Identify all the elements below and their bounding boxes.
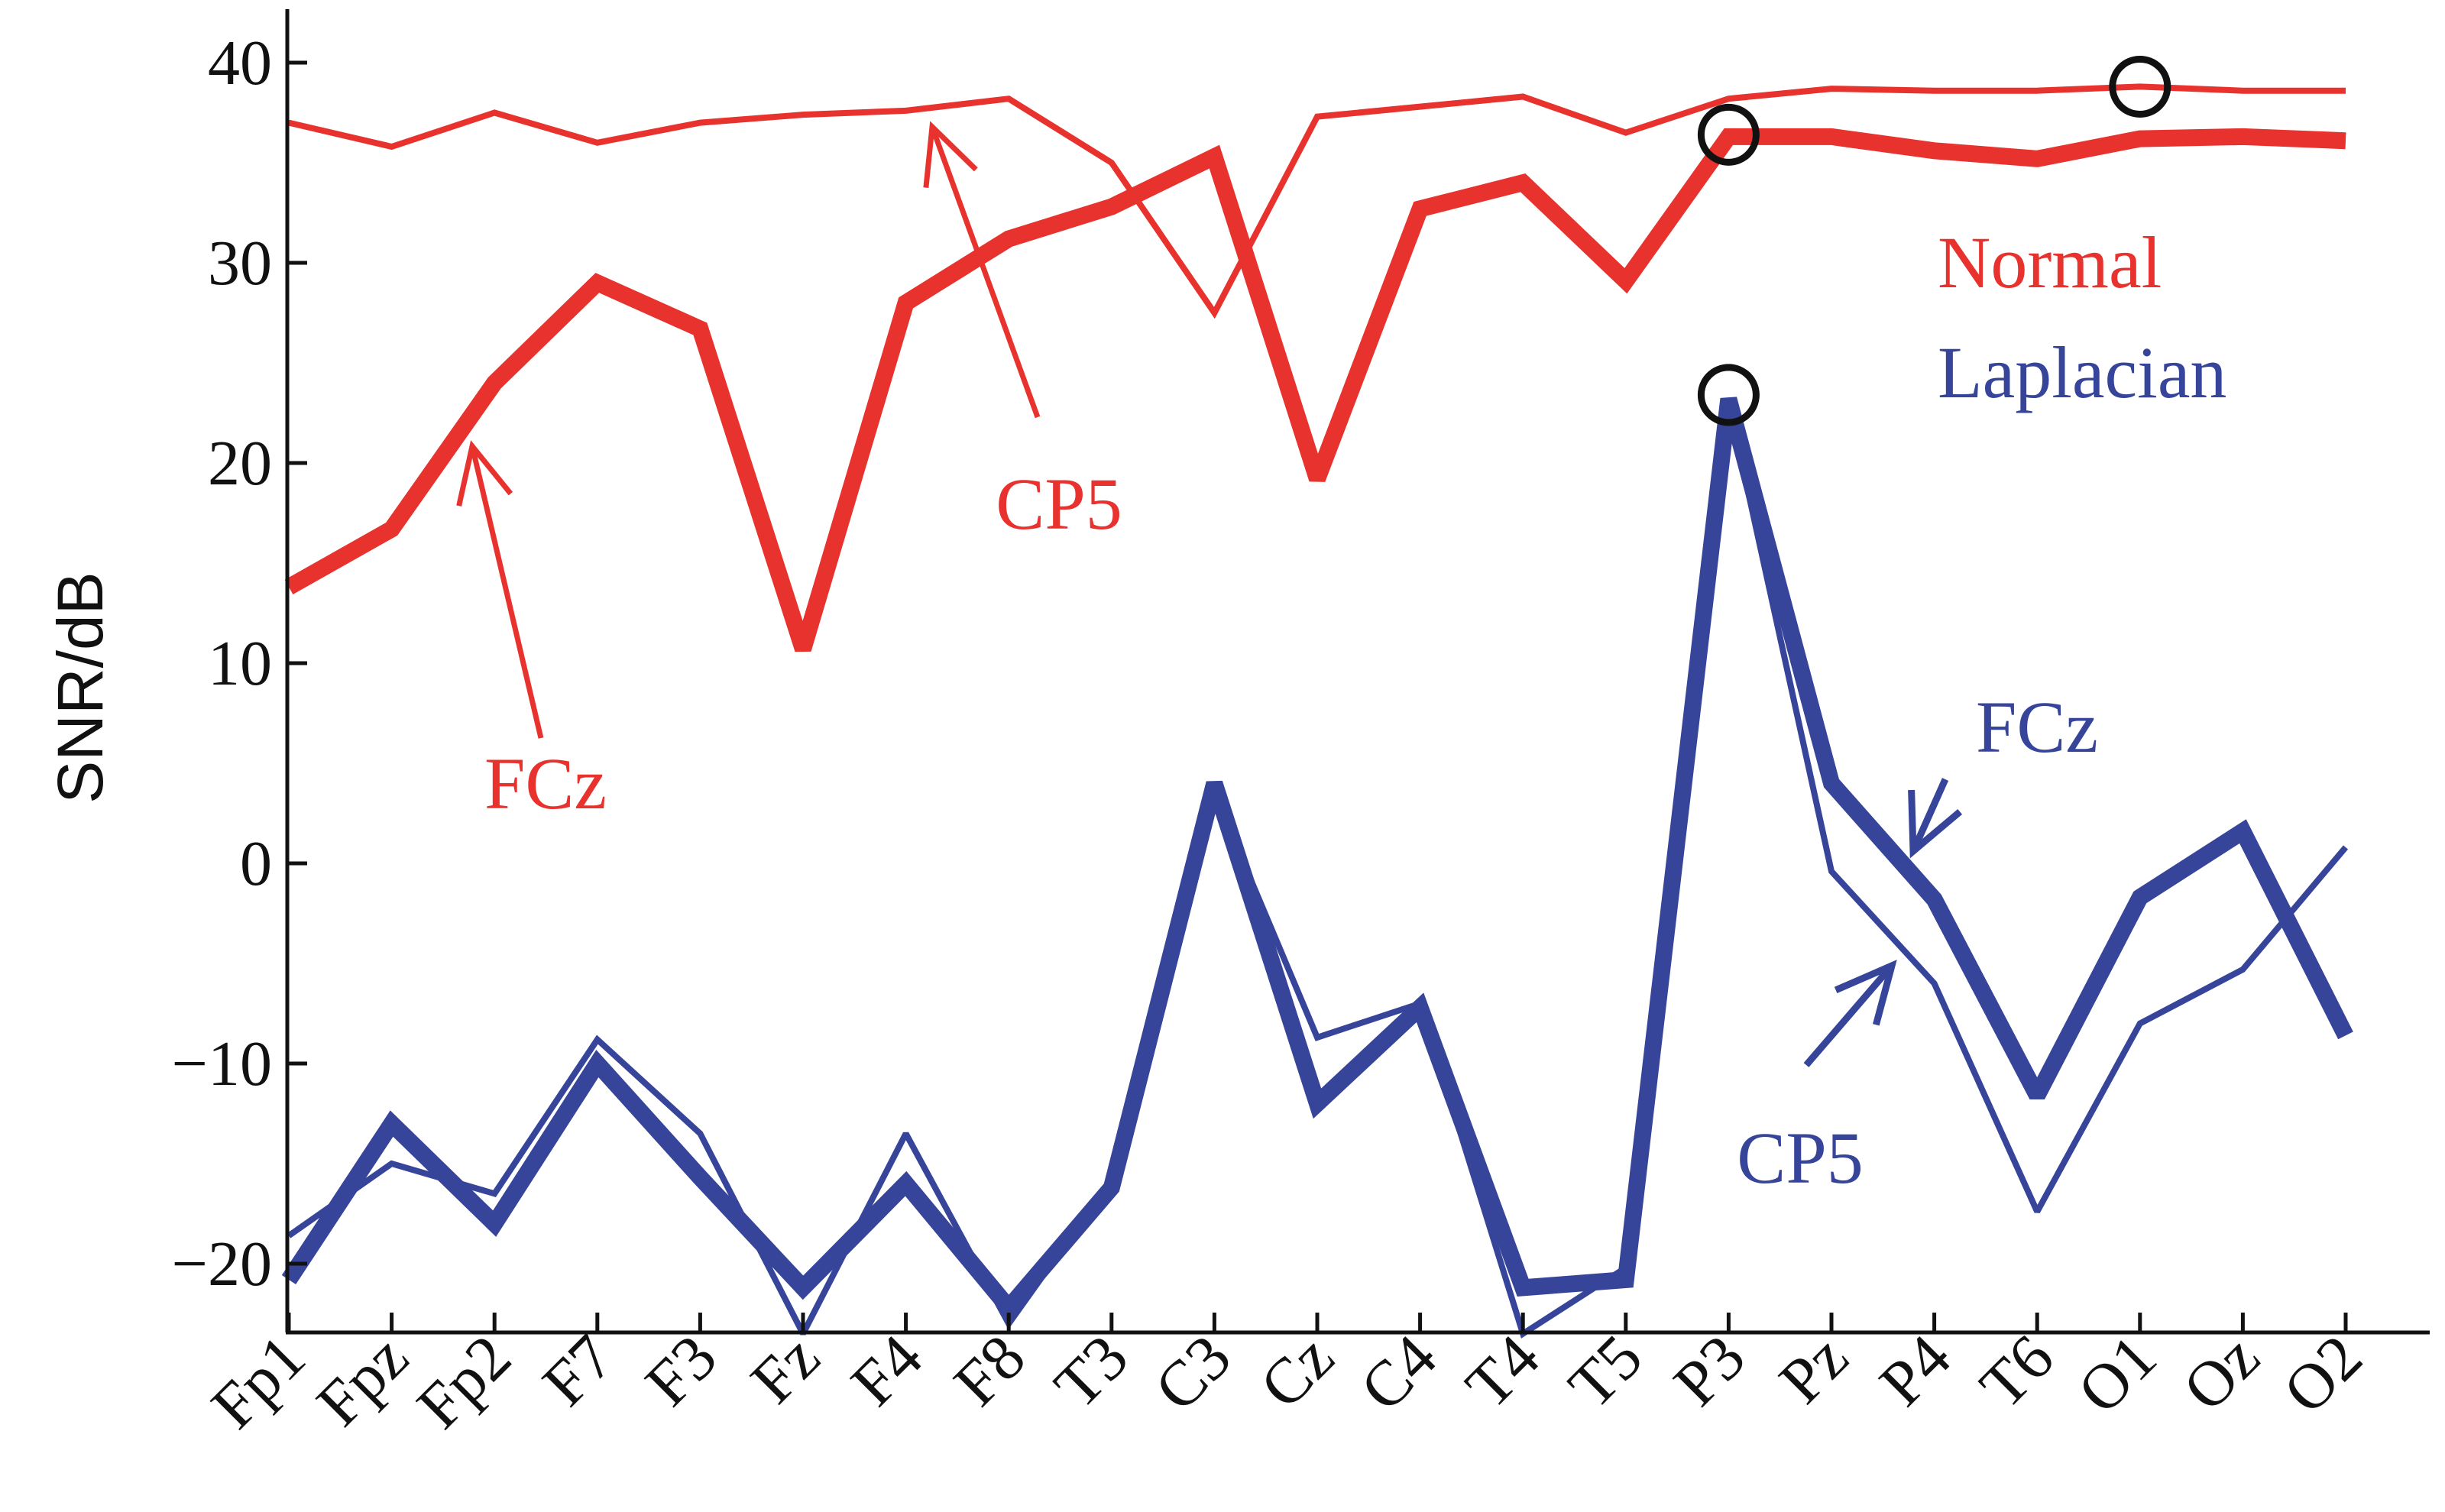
y-axis-title: SNR/dB (44, 571, 116, 803)
annotation-arrow-head (1908, 789, 1963, 859)
x-tick-label: F8 (941, 1322, 1038, 1420)
normal-cp5-series-line (288, 83, 2346, 319)
annotation-arrow-line (929, 125, 1041, 419)
x-tick-label: C3 (1142, 1322, 1245, 1425)
annotation-label: CP5 (996, 463, 1122, 545)
x-tick-label: T3 (1041, 1322, 1142, 1423)
x-tick-label: F3 (632, 1322, 730, 1420)
legend-entry-laplacian: Laplacian (1938, 332, 2226, 413)
x-tick-label: Pz (1766, 1322, 1861, 1417)
x-tick-label: P4 (1867, 1322, 1964, 1420)
marker-layer (1697, 55, 2171, 426)
annotation-layer: CP5 FCz FCz CP5 (456, 121, 2098, 1199)
peak-marker-circle (1697, 103, 1760, 166)
annotation-label: FCz (484, 743, 607, 824)
peak-marker-circle (2109, 55, 2171, 118)
annotation-arrow-head (456, 440, 513, 507)
y-tick-label: 20 (208, 428, 272, 499)
x-tick-label: Fz (737, 1322, 833, 1417)
y-tick-label: −20 (172, 1229, 272, 1300)
x-tick-label: Oz (2170, 1322, 2273, 1425)
x-tick-label: F4 (838, 1322, 936, 1420)
x-tick-label: F7 (529, 1322, 627, 1420)
annotation-arrow-line (1803, 963, 1895, 1067)
annotation-arrow-line (469, 445, 544, 739)
x-tick-label: Fp2 (403, 1322, 524, 1442)
x-tick-label: Cz (1247, 1322, 1348, 1423)
y-tick-label: −10 (172, 1028, 272, 1099)
x-tick-label: T6 (1967, 1322, 2068, 1423)
peak-marker-circle (1697, 364, 1760, 426)
laplacian-fcz-series-line (281, 397, 2353, 1321)
y-tick-label: 40 (208, 28, 272, 99)
y-ticks: −20 −10 0 10 20 30 40 (172, 28, 307, 1300)
annotation-arrow-head (923, 121, 978, 188)
x-tick-label: C4 (1347, 1322, 1450, 1425)
annotation-arrow-line (1909, 778, 1949, 853)
annotation-label: FCz (1976, 686, 2098, 768)
y-tick-label: 0 (240, 828, 272, 899)
x-tick-label: P3 (1660, 1322, 1758, 1420)
x-tick-label: O1 (2064, 1322, 2170, 1427)
x-tick-label: T5 (1555, 1322, 1656, 1423)
y-tick-label: 30 (208, 228, 272, 299)
series-layer (281, 83, 2353, 1339)
x-tick-label: Fpz (303, 1322, 422, 1440)
x-tick-label: O2 (2270, 1322, 2375, 1427)
normal-fcz-series-line (284, 128, 2346, 652)
legend: Normal Laplacian (1938, 222, 2226, 413)
y-tick-label: 10 (208, 628, 272, 699)
annotation-label: CP5 (1737, 1117, 1863, 1199)
axes (285, 9, 2430, 1335)
x-tick-label: Fp1 (198, 1322, 319, 1442)
legend-entry-normal: Normal (1938, 222, 2162, 303)
laplacian-cp5-series-line (287, 402, 2349, 1339)
x-tick-label: T4 (1452, 1322, 1553, 1423)
annotation-arrow-head (1834, 960, 1897, 1026)
